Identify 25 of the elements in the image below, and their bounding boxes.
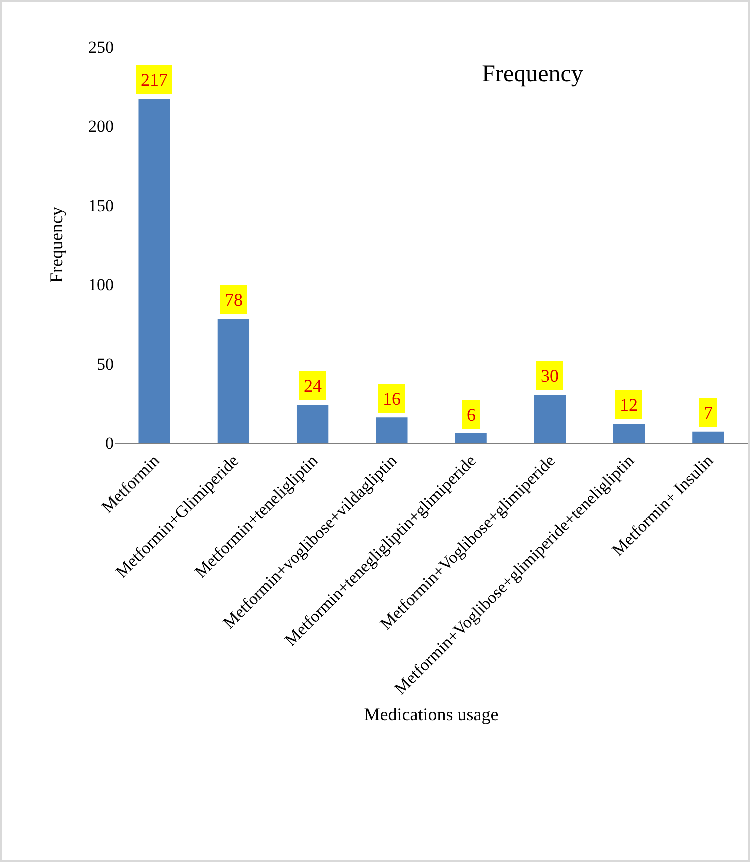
- y-tick-label: 200: [88, 117, 114, 136]
- y-tick-label: 50: [97, 354, 114, 374]
- bar: [455, 434, 487, 443]
- bar: [613, 424, 646, 443]
- data-label: 6: [467, 405, 476, 425]
- data-label: 16: [383, 389, 401, 409]
- data-label: 217: [141, 70, 168, 90]
- data-label: 7: [704, 403, 713, 423]
- data-label: 78: [225, 290, 243, 310]
- y-tick-label: 150: [88, 196, 114, 216]
- y-axis-title: Frequency: [46, 207, 67, 283]
- y-tick-label: 100: [88, 276, 114, 295]
- y-tick-label: 250: [88, 38, 114, 57]
- x-axis-title: Medications usage: [364, 704, 499, 725]
- bar: [296, 404, 329, 443]
- bar: [534, 395, 566, 443]
- bar: [692, 432, 724, 443]
- bar: [138, 99, 170, 443]
- y-tick-label: 0: [106, 434, 114, 453]
- data-label: 30: [541, 366, 559, 386]
- text: Frequency: [482, 61, 584, 88]
- bar: [376, 418, 408, 443]
- data-label: 24: [304, 376, 322, 396]
- bar: [218, 319, 250, 443]
- data-label: 12: [620, 395, 638, 415]
